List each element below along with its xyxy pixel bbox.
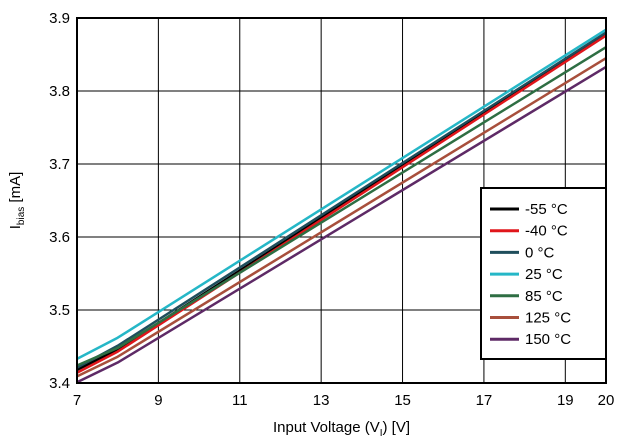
series-line-4 — [76, 46, 607, 367]
y-tick-label-1: 3.5 — [49, 302, 70, 319]
x-axis-label-main: Input Voltage (V — [273, 419, 380, 436]
x-tick-label-6: 19 — [557, 392, 574, 409]
x-tick-label-7: 20 — [598, 392, 615, 409]
legend-label-1: -40 °C — [525, 223, 568, 240]
x-axis-label-tail: ) [V] — [383, 419, 411, 436]
series-lines — [76, 28, 607, 384]
x-ticks: 7 9 11 13 15 17 19 20 — [73, 392, 615, 409]
legend-label-5: 125 °C — [525, 310, 571, 327]
y-tick-label-0: 3.4 — [49, 375, 70, 392]
x-tick-label-0: 7 — [73, 392, 81, 409]
x-tick-label-5: 17 — [476, 392, 493, 409]
y-ticks: 3.4 3.5 3.6 3.7 3.8 3.9 — [49, 10, 70, 392]
y-axis-label-tail: [mA] — [7, 172, 24, 207]
y-axis-label-main: I — [7, 225, 24, 229]
x-axis-label: Input Voltage (VI) [V] — [273, 419, 410, 439]
legend-label-6: 150 °C — [525, 331, 571, 348]
y-axis-label: Ibias [mA] — [7, 172, 27, 230]
x-axis-label-sub: I — [380, 428, 383, 439]
legend-label-3: 25 °C — [525, 266, 563, 283]
series-line-0 — [76, 33, 607, 371]
series-line-5 — [76, 57, 607, 378]
x-tick-label-4: 15 — [394, 392, 411, 409]
series-line-1 — [76, 34, 607, 374]
x-tick-label-1: 9 — [154, 392, 162, 409]
legend-label-4: 85 °C — [525, 288, 563, 305]
y-tick-label-4: 3.8 — [49, 83, 70, 100]
legend: -55 °C -40 °C 0 °C 25 °C 85 °C 125 °C 150 °C — [480, 187, 607, 360]
x-tick-label-2: 11 — [232, 392, 248, 409]
series-line-3 — [76, 28, 607, 361]
x-tick-label-3: 13 — [313, 392, 330, 409]
y-axis-label-sub: bias — [16, 207, 27, 225]
y-tick-label-2: 3.6 — [49, 229, 70, 246]
series-line-6 — [76, 65, 607, 384]
y-tick-label-3: 3.7 — [49, 156, 70, 173]
legend-label-2: 0 °C — [525, 244, 555, 261]
legend-items: -55 °C -40 °C 0 °C 25 °C 85 °C 125 °C 150 °C — [490, 201, 571, 348]
y-tick-label-5: 3.9 — [49, 10, 70, 27]
legend-label-0: -55 °C — [525, 201, 568, 218]
